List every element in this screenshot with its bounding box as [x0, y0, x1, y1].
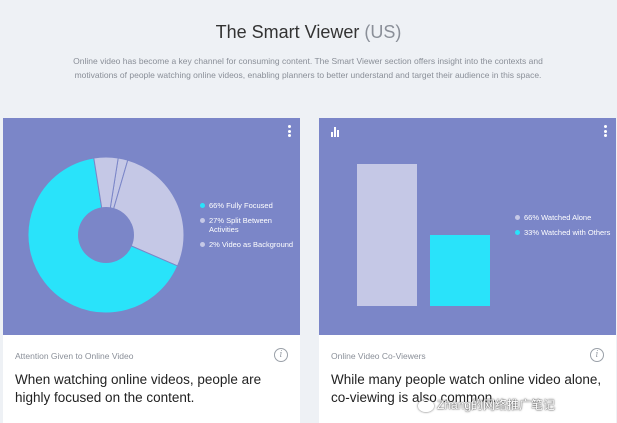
coviewers-headline: While many people watch online video alo… — [331, 372, 602, 405]
legend-label: 66% Fully Focused — [209, 201, 273, 210]
page-title-text: The Smart Viewer — [215, 22, 360, 42]
coviewers-legend: 66% Watched Alone 33% Watched with Others — [515, 213, 615, 243]
more-vertical-icon[interactable] — [602, 125, 608, 139]
attention-donut-chart — [27, 156, 185, 314]
attention-chart-area: 66% Fully Focused 27% Split Between Activ… — [3, 118, 300, 335]
bar[interactable] — [430, 235, 490, 306]
info-icon[interactable]: i — [590, 348, 604, 362]
legend-dot — [200, 218, 205, 223]
legend-label: 66% Watched Alone — [524, 213, 592, 222]
attention-legend: 66% Fully Focused 27% Split Between Activ… — [200, 201, 300, 255]
watermark-text: Zhang的网络推广笔记 — [437, 398, 556, 412]
legend-item: 2% Video as Background — [200, 240, 300, 249]
watermark: Zhang的网络推广笔记 — [418, 396, 555, 413]
bar-chart-icon[interactable] — [331, 127, 341, 137]
legend-dot — [200, 203, 205, 208]
page-title-region: (US) — [364, 22, 402, 42]
coviewers-card: 66% Watched Alone 33% Watched with Others… — [319, 118, 616, 423]
donut-hole — [78, 207, 134, 263]
coviewers-chart-area: 66% Watched Alone 33% Watched with Others — [319, 118, 616, 335]
legend-dot — [515, 230, 520, 235]
legend-label: 2% Video as Background — [209, 240, 294, 249]
legend-label: 27% Split Between Activities — [209, 216, 272, 234]
legend-item: 33% Watched with Others — [515, 228, 615, 237]
legend-item: 27% Split Between Activities — [200, 216, 300, 234]
legend-item: 66% Watched Alone — [515, 213, 615, 222]
more-vertical-icon[interactable] — [286, 125, 292, 139]
page-description: Online video has become a key channel fo… — [73, 56, 543, 80]
coviewers-caption: Online Video Co-Viewers — [331, 351, 426, 361]
attention-card: 66% Fully Focused 27% Split Between Activ… — [3, 118, 300, 423]
pie-slice — [93, 156, 119, 236]
legend-dot — [515, 215, 520, 220]
page-header: The Smart Viewer (US) Online video has b… — [0, 0, 617, 118]
attention-headline: When watching online videos, people are … — [15, 372, 262, 405]
wechat-icon — [418, 399, 434, 412]
legend-label: 33% Watched with Others — [524, 228, 611, 237]
info-icon[interactable]: i — [274, 348, 288, 362]
legend-dot — [200, 242, 205, 247]
coviewers-bar-chart — [357, 164, 490, 306]
page-title: The Smart Viewer (US) — [0, 22, 617, 43]
attention-caption: Attention Given to Online Video — [15, 351, 134, 361]
bar[interactable] — [357, 164, 417, 306]
legend-item: 66% Fully Focused — [200, 201, 300, 210]
